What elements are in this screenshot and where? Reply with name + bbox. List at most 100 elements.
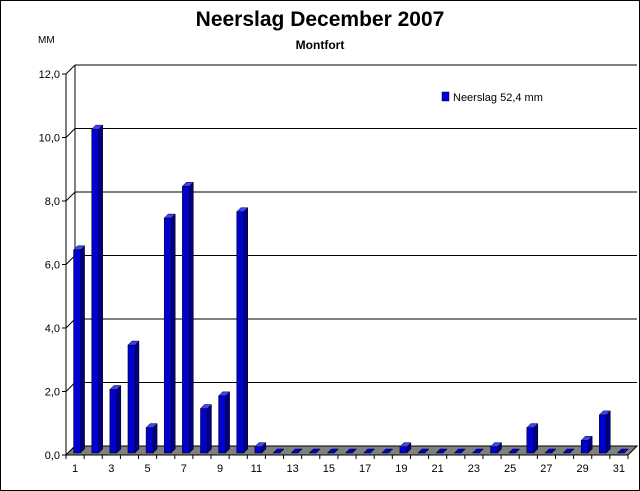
bar-side <box>225 391 230 454</box>
legend-swatch <box>441 91 450 102</box>
x-tick-label: 7 <box>181 463 187 475</box>
bar-top <box>91 124 104 130</box>
bar-day-16 <box>344 448 358 454</box>
bar-day-7 <box>181 181 194 454</box>
bar-side <box>207 403 212 454</box>
bar-front <box>127 344 136 454</box>
bar-top <box>290 448 303 454</box>
bar-day-18 <box>381 448 394 454</box>
x-tick-label: 1 <box>72 463 78 475</box>
bar-front <box>182 186 190 454</box>
bar-top <box>453 448 466 454</box>
bar-front <box>200 408 208 454</box>
bar-day-11 <box>254 442 267 454</box>
x-tick-label: 15 <box>323 463 335 475</box>
x-tick-label: 21 <box>432 463 444 475</box>
x-tick-label: 31 <box>613 463 625 475</box>
bar-day-13 <box>290 448 303 454</box>
bar-front <box>580 440 589 454</box>
bar-day-21 <box>435 448 448 454</box>
bar-day-12 <box>272 448 285 454</box>
bar-top <box>199 404 213 409</box>
bar-day-4 <box>127 340 140 454</box>
y-tick-label: 8,0 <box>45 196 60 208</box>
x-tick-label: 25 <box>504 463 516 475</box>
bar-top <box>236 207 249 212</box>
x-tick-label: 3 <box>108 463 114 475</box>
bar-top <box>399 442 412 447</box>
bar-top <box>544 448 557 454</box>
chart-subtitle: Montfort <box>295 38 345 52</box>
bar-day-9 <box>217 391 231 454</box>
bar-top <box>381 448 394 454</box>
x-tick-label: 11 <box>251 463 262 475</box>
y-tick-label: 12,0 <box>39 69 60 81</box>
bar-top <box>526 423 539 428</box>
bar-side <box>134 340 140 454</box>
bar-front <box>490 446 498 454</box>
bar-day-10 <box>236 207 249 454</box>
bar-top <box>580 436 593 441</box>
bar-day-17 <box>363 448 376 454</box>
bar-top <box>562 448 575 454</box>
bar-side <box>606 410 611 454</box>
x-tick-label: 17 <box>359 463 371 475</box>
bar-top <box>363 448 376 454</box>
bar-top <box>598 410 611 416</box>
bar-top <box>181 182 194 187</box>
bar-top <box>272 448 285 454</box>
bar-top <box>489 442 503 447</box>
x-tick-label: 19 <box>395 463 407 475</box>
bar-top <box>435 448 448 454</box>
x-tick-label: 5 <box>145 463 151 475</box>
bar-top <box>417 448 430 454</box>
bar-side <box>80 245 85 454</box>
bar-top <box>127 340 140 346</box>
bar-side <box>533 422 539 454</box>
bar-side <box>152 422 158 454</box>
gridline-depth <box>65 64 76 75</box>
bar-front <box>109 389 118 454</box>
y-tick-label: 4,0 <box>45 323 60 335</box>
x-tick-label: 9 <box>217 463 223 475</box>
bar-day-28 <box>562 448 575 454</box>
bar-day-20 <box>417 448 430 454</box>
bar-top <box>471 448 485 454</box>
bar-side <box>116 384 122 454</box>
y-tick-label: 2,0 <box>45 387 60 399</box>
bar-day-25 <box>508 448 521 454</box>
bar-day-19 <box>399 442 412 454</box>
bar-day-2 <box>91 124 104 454</box>
bar-front <box>145 427 154 454</box>
bar-front <box>236 211 244 454</box>
bar-top <box>145 423 158 428</box>
bar-day-27 <box>544 448 557 454</box>
bar-front <box>399 446 408 454</box>
bar-front <box>73 249 81 454</box>
x-tick-label: 27 <box>540 463 552 475</box>
legend-label: Neerslag 52,4 mm <box>453 92 543 104</box>
bar-side <box>170 213 176 454</box>
bar-top <box>109 385 122 390</box>
y-tick-label: 10,0 <box>39 133 60 145</box>
grid-layer <box>65 64 637 456</box>
bar-top <box>163 213 176 219</box>
bar-day-1 <box>72 245 86 454</box>
axis-layer: 0,02,04,06,08,010,012,01 3 5 7 9 11 13 15 17 19 21… <box>39 69 629 475</box>
legend: Neerslag 52,4 mm <box>441 91 543 104</box>
x-tick-label: 13 <box>286 463 298 475</box>
y-tick-label: 0,0 <box>45 450 60 462</box>
x-tick-label: 29 <box>577 463 589 475</box>
bar-day-3 <box>109 384 122 454</box>
bar-top <box>254 442 267 447</box>
bar-top <box>508 448 521 454</box>
bar-day-26 <box>526 422 539 454</box>
bars-layer <box>72 124 630 454</box>
bar-top <box>616 448 630 454</box>
bar-day-29 <box>580 435 593 454</box>
bar-front <box>599 414 607 454</box>
bar-front <box>163 217 172 454</box>
bar-day-8 <box>199 403 213 454</box>
bar-top <box>72 245 86 251</box>
y-axis-unit: MM <box>38 35 55 46</box>
